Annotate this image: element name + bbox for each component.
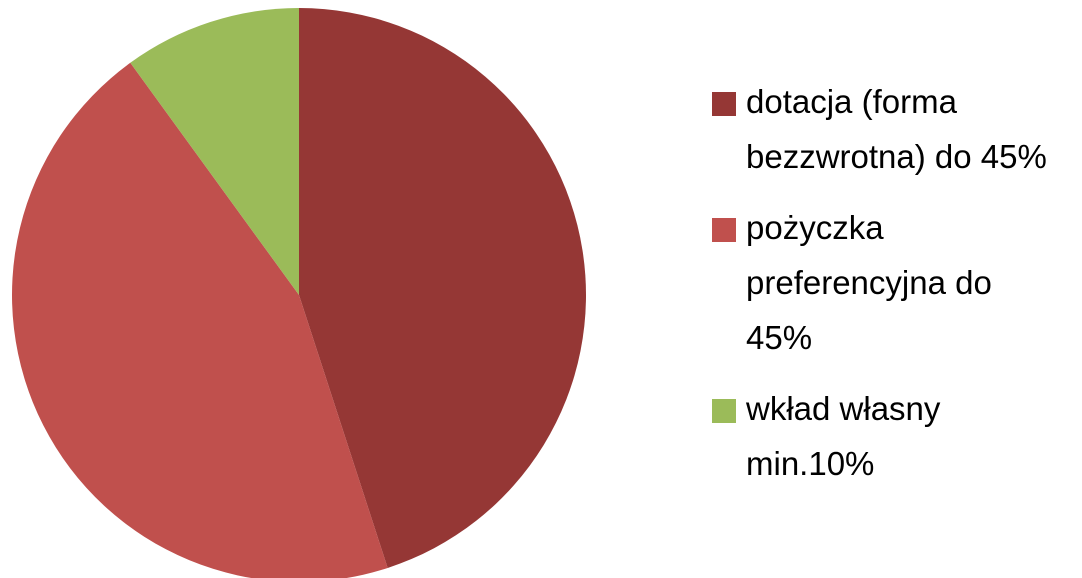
pie-slice [12, 62, 388, 578]
chart [12, 8, 586, 578]
legend-entry: wkład własny min.10% [712, 381, 1062, 491]
legend-swatch [712, 218, 736, 242]
legend: dotacja (forma bezzwrotna) do 45% pożyczk… [712, 74, 1062, 507]
legend-swatch [712, 399, 736, 423]
legend-label: pożyczka preferencyjna do 45% [746, 209, 992, 356]
legend-swatch [712, 92, 736, 116]
legend-entry: dotacja (forma bezzwrotna) do 45% [712, 74, 1062, 184]
legend-label: dotacja (forma bezzwrotna) do 45% [746, 83, 1047, 175]
pie-slice [299, 8, 586, 568]
legend-label: wkład własny min.10% [746, 390, 941, 482]
legend-entry: pożyczka preferencyjna do 45% [712, 200, 1062, 365]
pie-slice [130, 8, 299, 295]
